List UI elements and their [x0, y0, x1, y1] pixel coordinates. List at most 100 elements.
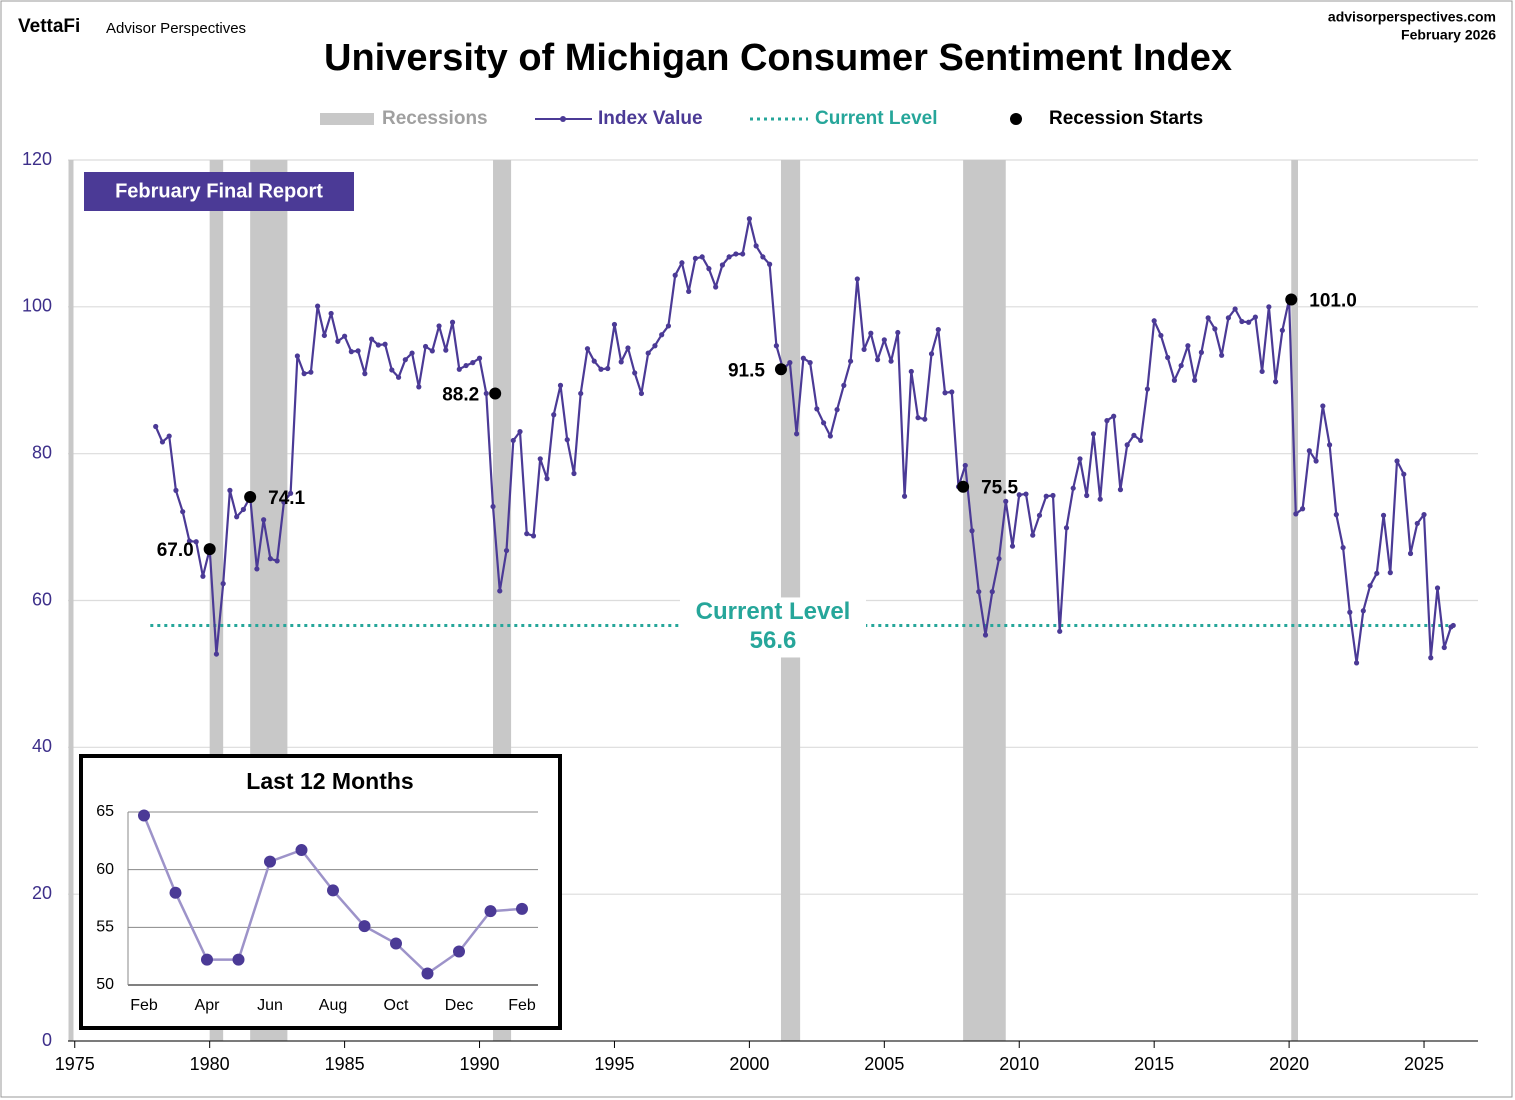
index-point — [443, 347, 449, 353]
index-point — [699, 254, 705, 260]
inset-y-tick-label: 60 — [96, 861, 114, 878]
index-point — [1353, 660, 1360, 666]
index-point — [908, 368, 914, 375]
index-point — [807, 360, 813, 366]
index-point — [901, 493, 908, 499]
index-point — [645, 350, 651, 356]
index-point — [342, 333, 348, 339]
index-point — [1333, 512, 1339, 518]
legend-swatch — [560, 116, 566, 122]
index-point — [254, 566, 260, 572]
recession-start-label: 67.0 — [157, 540, 194, 561]
recession-band — [963, 160, 1006, 1041]
index-point — [1131, 432, 1137, 438]
x-tick-label: 1995 — [594, 1054, 634, 1074]
index-point — [308, 369, 314, 375]
inset-x-tick-label: Aug — [319, 997, 347, 1014]
inset-x-tick-label: Oct — [384, 997, 409, 1014]
index-point — [429, 348, 435, 354]
index-point — [1084, 492, 1090, 499]
index-point — [1171, 377, 1178, 383]
index-point — [348, 349, 354, 355]
index-point — [267, 556, 273, 562]
brand: VettaFi — [18, 16, 80, 37]
index-point — [193, 539, 199, 545]
index-point — [618, 359, 624, 365]
index-point — [1252, 314, 1258, 320]
index-point — [895, 329, 901, 336]
legend-label: Recessions — [382, 108, 488, 129]
index-point — [611, 321, 618, 328]
index-point — [1151, 318, 1157, 324]
inset-x-tick-label: Jun — [257, 997, 283, 1014]
index-point — [524, 531, 530, 537]
index-point — [1077, 456, 1083, 462]
index-point — [564, 437, 570, 443]
index-point — [1293, 511, 1299, 517]
recession-start — [244, 490, 257, 503]
index-point — [1097, 496, 1103, 502]
index-point — [200, 573, 206, 579]
index-point — [713, 284, 719, 290]
inset-point — [169, 886, 182, 899]
index-point — [598, 366, 604, 372]
index-point — [503, 547, 510, 554]
index-point — [321, 332, 327, 339]
index-point — [1205, 315, 1211, 321]
x-tick-label: 2020 — [1269, 1054, 1309, 1074]
index-point — [1023, 491, 1029, 497]
index-point — [173, 487, 179, 493]
index-point — [1090, 431, 1097, 437]
index-point — [1441, 644, 1447, 651]
index-point — [213, 651, 220, 657]
index-point — [159, 439, 166, 445]
index-point — [1225, 315, 1231, 321]
current-level-label-bg — [680, 597, 866, 658]
index-point — [1158, 332, 1164, 339]
index-point — [409, 350, 415, 356]
index-point — [274, 558, 280, 564]
index-point — [1450, 622, 1456, 629]
y-tick-label: 80 — [32, 442, 52, 462]
index-point — [1030, 532, 1036, 538]
index-point — [719, 262, 726, 268]
index-point — [888, 358, 894, 364]
recession-start-label: 75.5 — [981, 478, 1018, 499]
current-level-label: Current Level — [696, 598, 851, 625]
site: advisorperspectives.com — [1328, 9, 1496, 25]
index-point — [733, 251, 739, 257]
inset-point — [327, 884, 339, 897]
index-point — [625, 345, 631, 351]
index-point — [706, 266, 712, 272]
inset-point — [138, 809, 150, 822]
index-point — [726, 254, 732, 260]
index-point — [1138, 437, 1144, 444]
index-point — [1009, 543, 1016, 549]
index-point — [355, 348, 361, 354]
index-point — [1360, 608, 1366, 614]
index-point — [827, 433, 833, 439]
inset-point — [453, 945, 465, 958]
recession-start-label: 88.2 — [442, 384, 479, 405]
index-point — [1016, 492, 1022, 498]
index-point — [402, 357, 408, 363]
y-tick-label: 120 — [22, 149, 52, 169]
index-point — [1050, 492, 1056, 499]
index-point — [395, 374, 402, 380]
index-point — [1273, 379, 1279, 385]
index-point — [861, 346, 867, 353]
x-tick-label: 2025 — [1404, 1054, 1444, 1074]
index-point — [1414, 520, 1420, 527]
publisher: Advisor Perspectives — [106, 20, 246, 37]
index-point — [389, 367, 395, 373]
index-point — [227, 487, 233, 493]
index-point — [1374, 570, 1380, 576]
chart-title: University of Michigan Consumer Sentimen… — [324, 37, 1232, 79]
index-point — [368, 336, 375, 342]
inset-point — [516, 902, 528, 915]
index-point — [982, 632, 989, 638]
index-point — [922, 416, 928, 422]
index-point — [1407, 550, 1414, 557]
